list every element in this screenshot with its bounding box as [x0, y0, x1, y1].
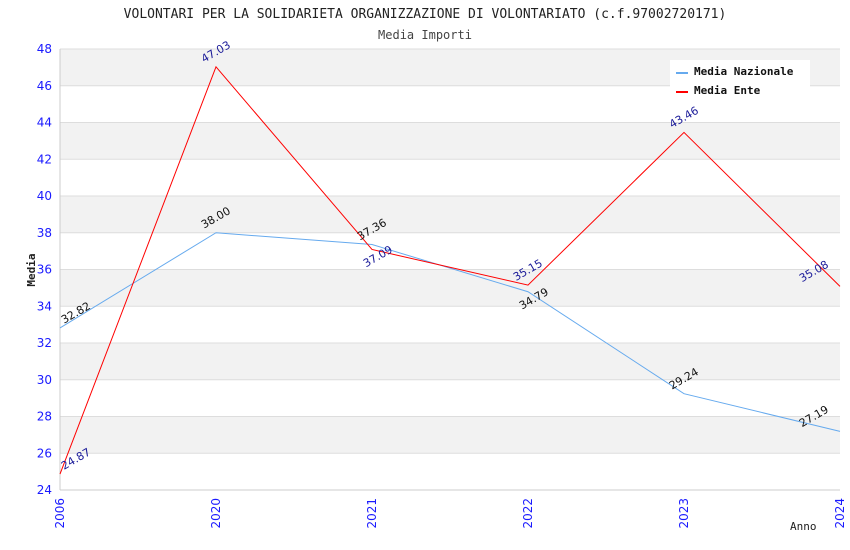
- grid-band: [60, 122, 840, 160]
- x-tick-label: 2023: [677, 498, 691, 529]
- grid-band: [60, 159, 840, 196]
- y-tick-label: 40: [37, 189, 52, 203]
- x-tick-label: 2022: [521, 498, 535, 529]
- grid-band: [60, 416, 840, 454]
- y-tick-label: 34: [37, 299, 52, 313]
- legend-label-ente: Media Ente: [694, 84, 761, 97]
- y-tick-label: 24: [37, 483, 52, 497]
- grid-band: [60, 306, 840, 343]
- series-line-nazionale: [59, 232, 841, 432]
- x-tick-label: 2006: [53, 498, 67, 529]
- x-tick-label: 2024: [833, 498, 847, 529]
- series-line-ente: [59, 65, 841, 475]
- legend-box: [670, 60, 810, 100]
- y-tick-label: 38: [37, 226, 52, 240]
- y-tick-label: 36: [37, 263, 52, 277]
- chart-subtitle: Media Importi: [378, 28, 472, 42]
- legend: Media Nazionale Media Ente: [670, 60, 810, 100]
- y-axis-label: Media: [25, 253, 38, 286]
- grid-band: [60, 196, 840, 233]
- chart-title: VOLONTARI PER LA SOLIDARIETA ORGANIZZAZI…: [124, 7, 727, 22]
- y-tick-label: 44: [37, 116, 52, 130]
- legend-label-nazionale: Media Nazionale: [694, 65, 794, 78]
- grid-band: [60, 343, 840, 380]
- y-tick-label: 32: [37, 336, 52, 350]
- y-tick-label: 26: [37, 446, 52, 460]
- x-axis-label: Anno: [790, 520, 817, 533]
- y-tick-label: 46: [37, 79, 52, 93]
- grid-band: [60, 379, 840, 417]
- x-tick-label: 2021: [365, 498, 379, 529]
- y-tick-label: 28: [37, 410, 52, 424]
- y-tick-label: 42: [37, 152, 52, 166]
- y-tick-label: 30: [37, 373, 52, 387]
- grid-band: [60, 453, 840, 490]
- x-tick-label: 2020: [209, 498, 223, 529]
- grid-band: [60, 232, 840, 270]
- y-tick-label: 48: [37, 42, 52, 56]
- grid-band: [60, 269, 840, 307]
